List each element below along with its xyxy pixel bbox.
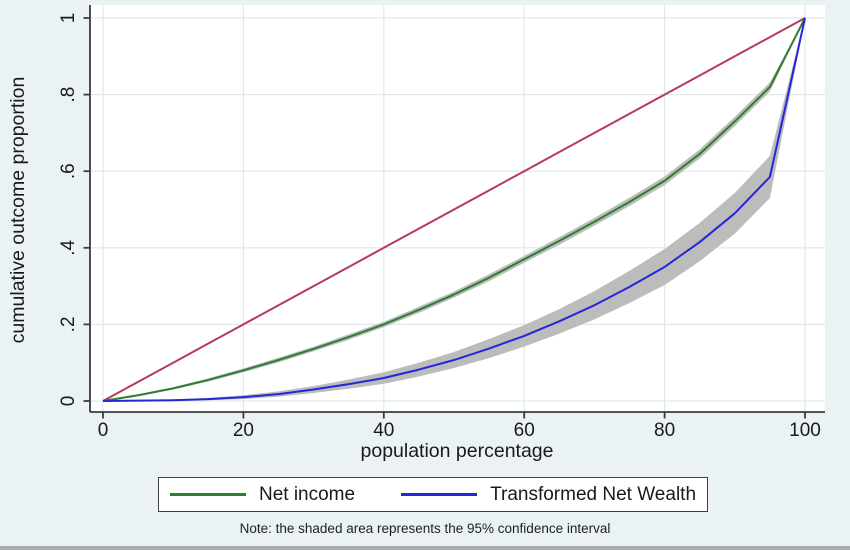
y-axis-title: cumulative outcome proportion (7, 77, 29, 344)
x-tick-label: 0 (98, 420, 109, 441)
gridlines (90, 5, 825, 412)
y-tick-label: 0 (58, 396, 79, 407)
y-tick-label: .6 (58, 163, 79, 179)
y-tick-label: .2 (58, 316, 79, 332)
x-tick-label: 40 (373, 420, 394, 441)
x-axis-title: population percentage (361, 440, 554, 462)
tick-labels: 0 .2 .4 .6 .8 1 0 20 40 60 80 100 (58, 13, 821, 441)
transformed-net-wealth-line-sample (401, 493, 478, 496)
series-line (102, 17, 806, 402)
y-tick-label: .8 (58, 87, 79, 103)
x-tick-label: 20 (233, 420, 254, 441)
note-text: Note: the shaded area represents the 95%… (239, 521, 611, 536)
legend-item-net-income: Net income (169, 483, 356, 506)
legend-item-transformed-net-wealth: Transformed Net Wealth (401, 484, 696, 506)
x-tick-label: 60 (514, 420, 535, 441)
net-income-line-sample (169, 493, 246, 496)
lorenz-curve-chart: 0 .2 .4 .6 .8 1 0 20 40 60 80 100 cumulative outcom… (7, 5, 825, 462)
series-line (102, 17, 806, 402)
axes (83, 5, 825, 419)
legend-label-net-income: Net income (258, 483, 356, 505)
series-line (102, 17, 806, 402)
legend-label-transformed-net-wealth: Transformed Net Wealth (490, 483, 697, 505)
y-tick-label: .4 (58, 239, 79, 255)
legend: Net income Transformed Net Wealth (158, 477, 708, 512)
bottom-strip (0, 546, 850, 550)
y-tick-label: 1 (58, 13, 79, 24)
x-tick-label: 100 (789, 420, 821, 441)
x-tick-label: 80 (654, 420, 675, 441)
series-lines (102, 17, 806, 402)
